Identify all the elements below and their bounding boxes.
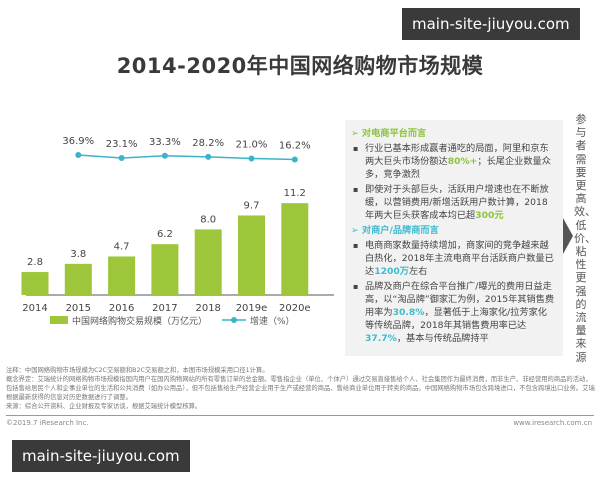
bar [238, 215, 265, 295]
growth-point [75, 152, 82, 158]
growth-point [205, 153, 212, 160]
bullet: 电商商家数量持续增加，商家间的竞争越来越白热化，2018年主流电商平台活跃商户数… [351, 239, 555, 278]
insight-panel: 对电商平台而言 行业已基本形成赢者通吃的局面，阿里和京东两大巨头市场份额达80%… [345, 120, 563, 356]
x-tick-label: 2014 [22, 303, 47, 314]
bar-label: 2.8 [27, 257, 43, 268]
note: 概念界定：艾瑞统计的网络购物市场规模指国内用户在国内购物网站的所有零售订单的总金… [6, 376, 595, 401]
text: 行业已基本形成赢者通吃的局面，阿里和京东两大巨头市场份额达 [365, 143, 549, 167]
x-tick-label: 2017 [152, 303, 177, 314]
growth-label: 28.2% [192, 138, 224, 149]
growth-point [161, 152, 168, 159]
footnotes: 注释：中国网络购物市场规模为C2C交易额和B2C交易额之和，本图市场规模采用口径… [6, 366, 596, 411]
legend-line-marker [231, 317, 237, 323]
text: 电商商家数量持续增加，商家间的竞争越来越白热化，2018年主流电商平台活跃商户数… [365, 240, 554, 277]
page-title: 2014-2020年中国网络购物市场规模 [116, 54, 484, 78]
bar [194, 229, 222, 295]
text: 即使对于头部巨头，活跃用户增速也在不断放缓，以营销费用/新增活跃用户数计算，20… [365, 184, 549, 221]
bullet: 品牌及商户在综合平台推广/曝光的费用日益走高，以“淘品牌”御家汇为例，2015年… [351, 280, 555, 345]
bar-label: 4.7 [114, 241, 130, 252]
highlight: 37.7% [365, 333, 397, 344]
growth-point [118, 155, 125, 162]
bullet: 即使对于头部巨头，活跃用户增速也在不断放缓，以营销费用/新增活跃用户数计算，20… [351, 183, 555, 222]
bar [151, 244, 179, 295]
highlight: 80%+ [447, 156, 478, 167]
growth-label: 33.3% [149, 137, 181, 148]
highlight: 30.8% [392, 307, 425, 318]
highlight: 1200万 [374, 266, 409, 277]
highlight: 300元 [475, 210, 504, 221]
site-url: www.iresearch.com.cn [513, 419, 592, 427]
bar-label: 9.7 [244, 200, 260, 211]
watermark: main-site-jiuyou.com [12, 440, 190, 472]
note: 注释：中国网络购物市场规模为C2C交易额和B2C交易额之和，本图市场规模采用口径… [6, 367, 269, 374]
growth-label: 36.9% [62, 136, 94, 147]
bar-label: 6.2 [157, 229, 173, 240]
text: ，基本与传统品牌持平 [396, 333, 489, 344]
legend-line-label: 增速（%） [250, 315, 295, 327]
side-conclusion: 参与者需要更高效、低价、粘性更强的流量来源 [574, 113, 596, 364]
x-tick-label: 2018 [195, 303, 220, 314]
bar [281, 203, 309, 295]
growth-label: 23.1% [106, 139, 138, 150]
arrow-icon [563, 218, 573, 254]
bar [64, 263, 92, 295]
bar [21, 272, 49, 295]
text: ；长尾企业数量众多，竞争激烈 [365, 156, 551, 180]
chart: 2.8 2014 3.8 2015 4.7 2016 6.2 2017 8.0 2018 9.7 20… [21, 136, 334, 327]
bar-label: 11.2 [284, 188, 306, 199]
legend-bar-label: 中国网络购物交易规模（万亿元） [72, 315, 207, 327]
text: ，显著低于上海家化/拉芳家化等传统品牌，2018年其销售费用率已达 [365, 307, 547, 331]
x-tick-label: 2020e [279, 303, 311, 314]
divider [6, 415, 594, 416]
x-tick-label: 2016 [109, 303, 134, 314]
note: 来源：综合公开资料、企业财报及专家访谈，根据艾瑞统计模型核算。 [6, 403, 202, 410]
bar [108, 256, 136, 295]
legend-bar-swatch [50, 316, 68, 324]
growth-point [248, 155, 255, 162]
section-heading: 对电商平台而言 [351, 127, 555, 140]
bar-label: 8.0 [200, 214, 216, 225]
x-tick-label: 2015 [66, 303, 91, 314]
growth-point [291, 156, 298, 163]
bullet: 行业已基本形成赢者通吃的局面，阿里和京东两大巨头市场份额达80%+；长尾企业数量… [351, 142, 555, 181]
text: 品牌及商户在综合平台推广/曝光的费用日益走高，以“淘品牌”御家汇为例，2015年… [365, 281, 555, 318]
section-heading: 对商户/品牌商而言 [351, 224, 555, 237]
growth-label: 16.2% [279, 141, 311, 152]
text: 左右 [408, 266, 428, 277]
growth-line [78, 154, 295, 161]
bar-label: 3.8 [70, 249, 86, 260]
x-tick-label: 2019e [236, 303, 268, 314]
watermark: main-site-jiuyou.com [402, 8, 580, 40]
growth-label: 21.0% [236, 139, 268, 150]
copyright: ©2019.7 iResearch Inc. [6, 419, 89, 427]
